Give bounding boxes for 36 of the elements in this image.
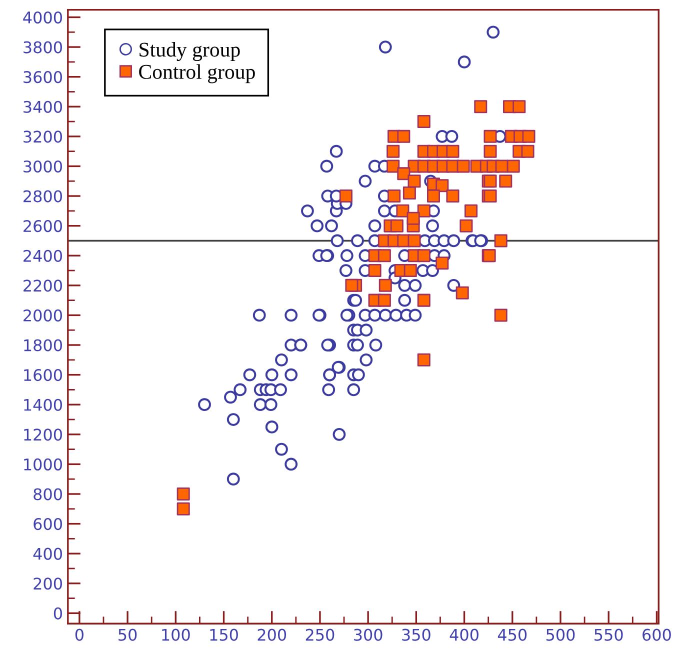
y-tick-label: 3600 [24,71,62,84]
y-tick-label: 800 [34,488,62,500]
y-tick-label: 1800 [24,339,62,352]
x-tick-label: 550 [594,628,623,641]
x-tick-label: 200 [258,628,286,641]
x-tick-label: 600 [642,628,671,641]
x-tick-label: 450 [498,628,527,641]
y-tick-label: 400 [33,548,62,560]
x-tick-label: 300 [354,628,382,641]
y-tick-label: 1000 [24,458,62,470]
x-tick-label: 400 [450,628,478,641]
y-tick-label: 3200 [24,130,62,143]
legend-label: Control group [139,64,255,84]
y-tick-label: 1200 [24,428,62,441]
x-tick-label: 150 [210,628,238,641]
y-tick-label: 3400 [24,100,62,113]
x-tick-label: 350 [402,628,430,641]
y-tick-label: 2000 [24,309,62,322]
y-tick-label: 0 [54,607,62,620]
y-tick-label: 3000 [24,160,62,173]
y-tick-label: 2400 [24,250,62,262]
y-tick-label: 1400 [24,398,62,411]
x-tick-label: 50 [118,628,137,641]
x-tick-label: 250 [306,628,334,641]
x-tick-label: 0 [75,628,84,641]
y-tick-label: 4000 [23,11,62,24]
y-tick-label: 200 [34,578,62,590]
x-tick-label: 500 [546,628,575,641]
y-tick-label: 1600 [24,369,62,382]
y-tick-label: 2600 [24,220,62,232]
legend-label: Study group [140,42,240,61]
y-tick-label: 3800 [24,41,62,54]
y-tick-label: 600 [34,518,62,530]
x-tick-label: 100 [162,628,190,641]
y-tick-label: 2800 [24,190,62,202]
y-tick-label: 2200 [24,280,62,292]
